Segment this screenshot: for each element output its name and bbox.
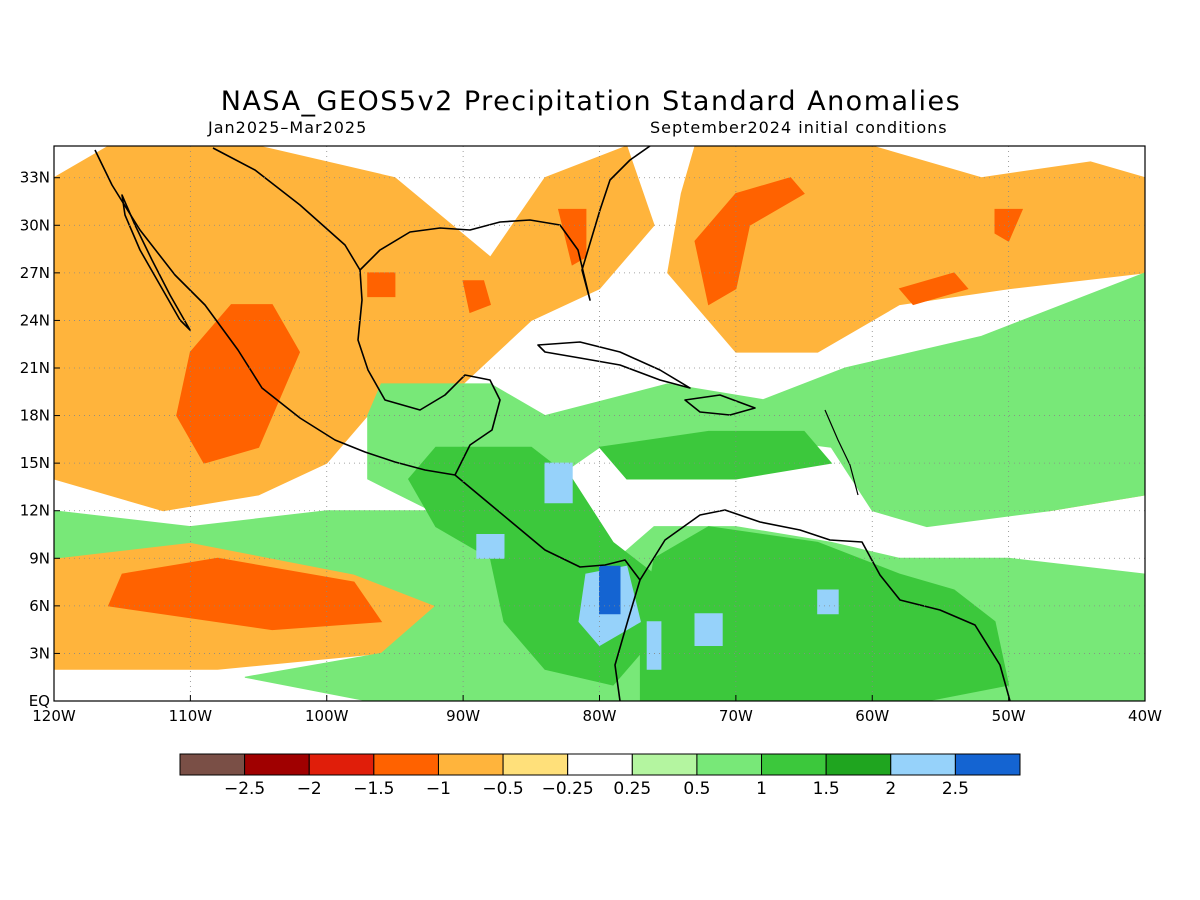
colorbar-swatch [890,753,956,776]
colorbar-swatch [954,753,1021,776]
colorbar-swatch [373,753,439,776]
colorbar-swatch [696,753,763,776]
colorbar-label: −1.5 [353,779,394,799]
x-tick-label: 50W [992,707,1026,725]
longitude-ticks: 120W 110W 100W 90W 80W 70W 60W 50W 40W [32,695,1162,725]
y-tick-label: 27N [20,264,50,282]
colorbar: −2.5 −2 −1.5 −1 −0.5 −0.25 0.25 0.5 1 1.5 2 2.5 [179,753,1021,799]
y-tick-label: 21N [20,359,50,377]
map-title: NASA_GEOS5v2 Precipitation Standard Anom… [220,86,962,117]
initial-conditions: September2024 initial conditions [650,118,948,137]
lat-lon-grid [54,146,1145,701]
x-tick-label: 110W [169,707,213,725]
colorbar-swatch [308,753,375,776]
anomaly-region [694,613,723,646]
forecast-period: Jan2025–Mar2025 [208,118,368,137]
x-tick-label: 90W [446,707,480,725]
x-tick-label: 60W [855,707,889,725]
y-tick-label: 33N [20,169,50,187]
colorbar-label: −2 [297,779,322,799]
coastline-gulf [212,147,501,476]
coastline-baja [121,194,191,331]
colorbar-label: −0.25 [542,779,594,799]
colorbar-swatch [825,753,892,776]
x-tick-label: 100W [305,707,349,725]
anomaly-region [176,304,301,464]
coastline-lesser-antilles [824,409,859,496]
coastline-south-america [639,509,1011,701]
colorbar-label: 1.5 [813,779,840,799]
colorbar-swatch [502,753,569,776]
colorbar-label: 2 [885,779,896,799]
coastline-hispaniola [684,394,756,416]
anomaly-region [107,557,383,631]
colorbar-label: 1 [756,779,767,799]
anomaly-region [367,272,396,298]
latitude-ticks: EQ 3N 6N 9N 12N 15N 18N 21N 24N 27N 30N 33N [20,169,60,710]
anomaly-region [694,177,805,306]
colorbar-swatch [631,753,698,776]
y-tick-label: 6N [29,597,50,615]
x-tick-label: 80W [583,707,617,725]
colorbar-swatch [179,753,246,776]
y-tick-label: 18N [20,407,50,425]
colorbar-label: −1 [426,779,451,799]
anomaly-region [646,621,662,670]
colorbar-label: 0.25 [613,779,651,799]
y-tick-label: EQ [29,692,50,710]
x-tick-label: 70W [719,707,753,725]
y-tick-label: 30N [20,216,50,234]
anomaly-field [54,146,1145,701]
coastline-cuba [537,341,691,389]
y-tick-label: 3N [29,644,50,662]
x-tick-label: 40W [1128,707,1162,725]
coastline-mexico-pacific [94,149,641,701]
colorbar-swatch [567,753,633,776]
anomaly-region [898,272,969,306]
anomaly-region [462,280,492,314]
y-tick-label: 24N [20,311,50,329]
y-tick-label: 12N [20,502,50,520]
colorbar-label: 0.5 [683,779,710,799]
colorbar-swatch [761,753,827,776]
anomaly-region [476,534,505,559]
colorbar-label: 2.5 [942,779,969,799]
y-tick-label: 15N [20,454,50,472]
anomaly-region [817,589,839,615]
colorbar-label: −0.5 [482,779,523,799]
colorbar-swatch [437,753,504,776]
colorbar-label: −2.5 [224,779,265,799]
x-tick-label: 120W [32,707,76,725]
anomaly-region [544,462,573,504]
anomaly-region [598,430,833,480]
y-tick-label: 9N [29,549,50,567]
anomaly-region [599,565,621,615]
colorbar-swatch [244,753,310,776]
